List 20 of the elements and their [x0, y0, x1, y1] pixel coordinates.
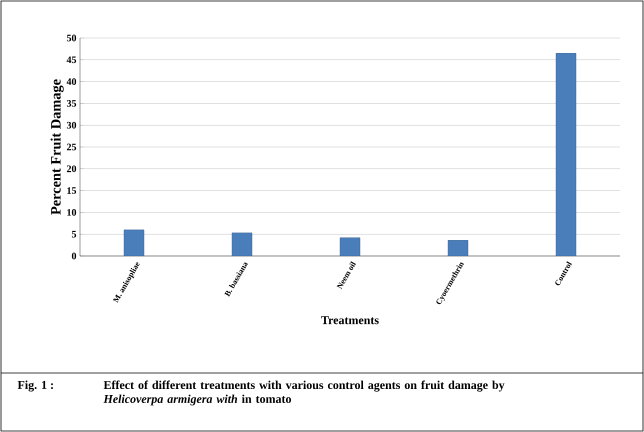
- y-tick-label: 40: [66, 78, 76, 85]
- bar: [556, 53, 576, 256]
- caption: Fig. 1 :: [18, 380, 53, 392]
- bar: [232, 232, 252, 256]
- y-axis-title: Percent Fruit Damage: [50, 79, 64, 215]
- y-tick-label: 25: [66, 144, 76, 150]
- y-tick-label: 15: [67, 187, 76, 194]
- bar: [448, 240, 468, 256]
- text: Effect of different treatments with various control agents on fruit damage by Helicoverpa armigera with in tomato: [103, 380, 505, 406]
- y-tick-label: 20: [66, 165, 76, 172]
- y-tick-label: 50: [66, 34, 76, 42]
- y-tick-label: 5: [72, 230, 76, 238]
- y-tick-label: 45: [66, 56, 76, 64]
- y-tick-label: 0: [72, 252, 76, 260]
- y-tick-label: 35: [66, 100, 76, 107]
- y-tick-label: 10: [67, 209, 76, 216]
- bar: [340, 237, 360, 256]
- x-axis-title: Treatments: [321, 316, 379, 324]
- y-tick-label: 30: [66, 122, 76, 129]
- bar: [124, 230, 144, 256]
